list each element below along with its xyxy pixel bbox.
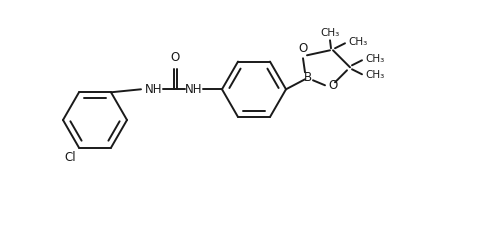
- Text: Cl: Cl: [64, 151, 76, 164]
- Text: B: B: [304, 71, 312, 84]
- Text: O: O: [328, 79, 337, 92]
- Text: CH₃: CH₃: [320, 28, 340, 38]
- Text: O: O: [298, 42, 308, 55]
- Text: NH: NH: [145, 83, 163, 96]
- Text: CH₃: CH₃: [365, 54, 384, 64]
- Text: NH: NH: [185, 83, 203, 96]
- Text: CH₃: CH₃: [348, 37, 367, 47]
- Text: CH₃: CH₃: [365, 70, 384, 80]
- Text: O: O: [170, 51, 180, 64]
